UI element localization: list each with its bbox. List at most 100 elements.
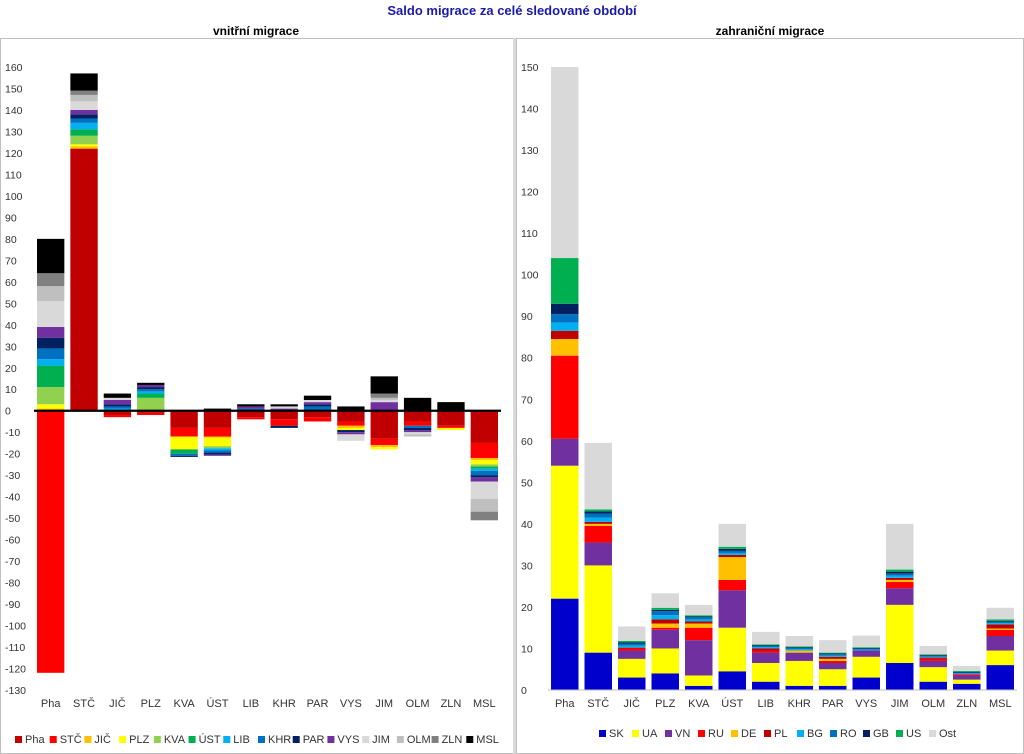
bar-segment: [852, 656, 880, 678]
bar-segment: [470, 464, 498, 467]
bar-segment: [470, 475, 498, 478]
bar-segment: [919, 645, 947, 655]
y-tick-label: 130: [521, 145, 539, 157]
panel-divider: [513, 38, 516, 754]
y-tick-label: 120: [5, 148, 23, 160]
y-tick-label: 60: [5, 277, 17, 289]
bar-segment: [137, 389, 165, 392]
bar-segment: [270, 406, 298, 409]
bar-segment: [103, 415, 132, 418]
bar-segment: [752, 648, 780, 651]
bar-segment: [303, 404, 332, 407]
bar-segment: [919, 656, 947, 658]
legend-swatch: [863, 730, 870, 737]
bar-segment: [403, 434, 432, 437]
bar-segment: [819, 685, 847, 690]
bar-segment: [551, 314, 579, 323]
bar-segment: [370, 397, 398, 400]
bar-segment: [785, 646, 813, 648]
bar-segment: [584, 442, 612, 510]
bar-segment: [919, 681, 947, 690]
bar-segment: [986, 665, 1014, 690]
bar-segment: [37, 337, 65, 349]
bar-segment: [551, 465, 579, 599]
bar-segment: [170, 449, 198, 454]
category-label: PLZ: [655, 698, 675, 710]
bar-segment: [919, 667, 947, 682]
bar-segment: [103, 410, 132, 416]
bar-segment: [337, 427, 365, 431]
bar-segment: [819, 669, 847, 686]
bar-segment: [685, 640, 713, 676]
bar-segment: [203, 427, 232, 437]
bar-segment: [137, 397, 165, 411]
bar-segment: [752, 647, 780, 649]
bar-segment: [584, 652, 612, 690]
legend-entry: PLZ: [129, 734, 149, 746]
bar-segment: [403, 425, 432, 428]
bar-segment: [953, 673, 981, 675]
y-tick-label: 90: [5, 212, 17, 224]
legend-swatch: [292, 736, 300, 743]
bar-segment: [953, 672, 981, 674]
bar-segment: [584, 565, 612, 653]
bar-segment: [953, 671, 981, 673]
y-tick-label: 120: [521, 187, 539, 199]
bar-segment: [986, 621, 1014, 622]
legend-swatch: [431, 736, 439, 743]
category-label: KHR: [788, 698, 811, 710]
bar-segment: [986, 636, 1014, 651]
bar-segment: [584, 513, 612, 518]
category-label: STČ: [73, 697, 95, 710]
bar-segment: [718, 590, 746, 628]
bar-segment: [137, 384, 165, 388]
y-tick-label: -100: [5, 621, 26, 633]
bar-segment: [685, 685, 713, 690]
bar-segment: [70, 148, 98, 411]
bar-segment: [270, 425, 298, 428]
bar-segment: [551, 438, 579, 466]
bar-segment: [819, 660, 847, 664]
bar-segment: [685, 617, 713, 620]
legend-entry: STČ: [60, 733, 82, 746]
y-tick-label: 150: [521, 62, 539, 74]
category-label: STČ: [587, 697, 609, 710]
legend-swatch: [665, 730, 672, 737]
bar-segment: [470, 460, 498, 465]
bar-segment: [886, 569, 914, 572]
bar-segment: [437, 425, 465, 428]
y-tick-label: -10: [5, 427, 20, 439]
bar-segment: [103, 397, 132, 400]
bar-segment: [70, 118, 98, 123]
bar-segment: [303, 417, 332, 422]
category-label: PLZ: [141, 698, 161, 710]
bar-segment: [551, 339, 579, 356]
bar-segment: [270, 410, 298, 420]
bar-segment: [852, 677, 880, 690]
bar-segment: [337, 430, 365, 433]
foreign-migration-panel: 0 10 20 30 40 50 60 70 80 90 100 110 120 130 140 150 Pha…: [516, 38, 1024, 754]
bar-segment: [953, 675, 981, 680]
bar-segment: [886, 588, 914, 605]
bar-segment: [470, 410, 498, 443]
bar-segment: [819, 654, 847, 656]
bar-segment: [70, 122, 98, 130]
bar-segment: [651, 619, 679, 624]
y-tick-label: -130: [5, 685, 26, 697]
y-tick-label: 160: [5, 62, 23, 74]
bar-segment: [752, 644, 780, 646]
bar-segment: [437, 427, 465, 431]
y-tick-label: 70: [5, 255, 17, 267]
bar-segment: [752, 663, 780, 682]
bar-segment: [651, 623, 679, 628]
legend-swatch: [153, 736, 161, 743]
bar-segment: [886, 579, 914, 583]
y-tick-label: -60: [5, 535, 20, 547]
bar-segment: [370, 445, 398, 448]
bar-segment: [651, 673, 679, 690]
category-label: PAR: [822, 698, 844, 710]
bar-segment: [986, 621, 1014, 624]
y-tick-label: 0: [5, 406, 11, 418]
legend-entry: JIČ: [94, 733, 111, 746]
legend-entry: SK: [609, 728, 624, 740]
